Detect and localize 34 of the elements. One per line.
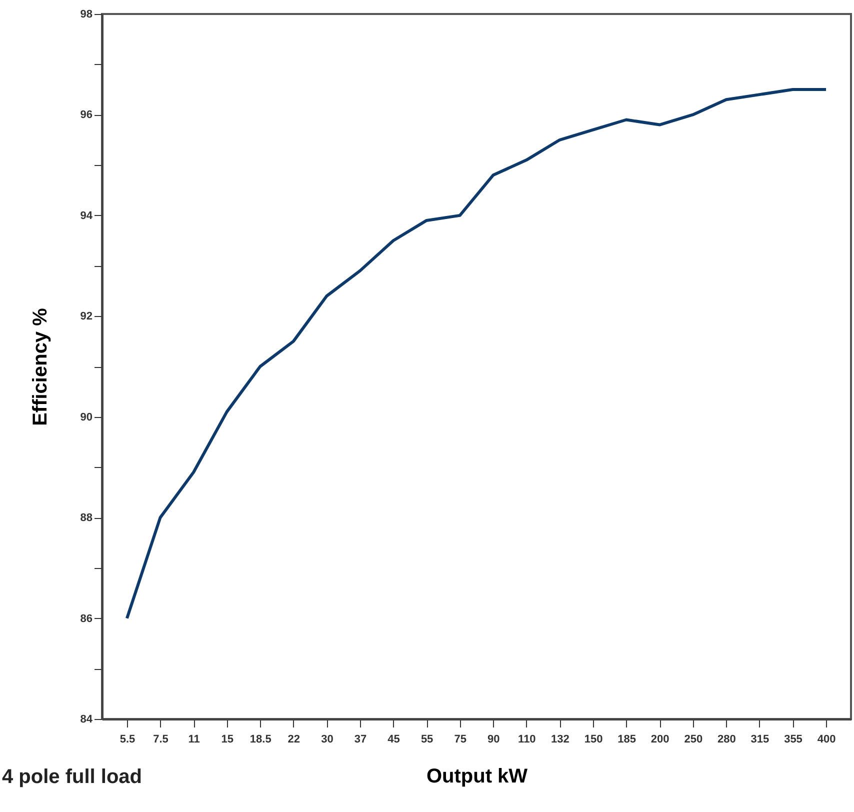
x-tick-label: 185 — [618, 734, 636, 746]
x-tick-label: 280 — [717, 734, 736, 746]
y-tick-label: 90 — [80, 411, 92, 424]
x-tick-label: 150 — [584, 734, 603, 746]
x-tick-label: 400 — [817, 734, 836, 746]
x-tick-label: 5.5 — [120, 734, 136, 746]
y-axis-title: Efficiency % — [29, 308, 52, 426]
x-tick-label: 45 — [388, 734, 400, 746]
x-tick-label: 110 — [518, 734, 536, 746]
x-tick-label: 37 — [354, 734, 367, 746]
y-tick-label: 98 — [80, 8, 92, 20]
x-tick-label: 18.5 — [250, 734, 272, 746]
x-tick-label: 132 — [551, 734, 570, 746]
y-tick-label: 96 — [80, 109, 92, 122]
x-tick-label: 15 — [221, 734, 234, 746]
y-tick-label: 94 — [80, 210, 94, 222]
x-tick-label: 315 — [750, 734, 770, 746]
x-tick-label: 250 — [684, 734, 703, 746]
x-tick-label: 75 — [454, 734, 466, 746]
x-tick-label: 30 — [321, 734, 334, 746]
y-tick-label: 88 — [80, 512, 92, 524]
x-tick-label: 90 — [488, 734, 500, 746]
y-tick-label: 92 — [80, 310, 92, 323]
x-tick-label: 55 — [420, 734, 434, 746]
x-axis-title: Output kW — [426, 766, 528, 788]
x-tick-label: 11 — [188, 734, 200, 746]
y-tick-label: 84 — [80, 714, 94, 726]
y-tick-label: 86 — [80, 612, 92, 625]
x-tick-label: 7.5 — [153, 734, 168, 746]
x-tick-label: 355 — [784, 734, 802, 746]
x-tick-label: 200 — [650, 734, 670, 746]
x-tick-label: 22 — [288, 734, 300, 746]
line-series — [125, 88, 828, 620]
text: 4 pole full load — [2, 766, 142, 788]
